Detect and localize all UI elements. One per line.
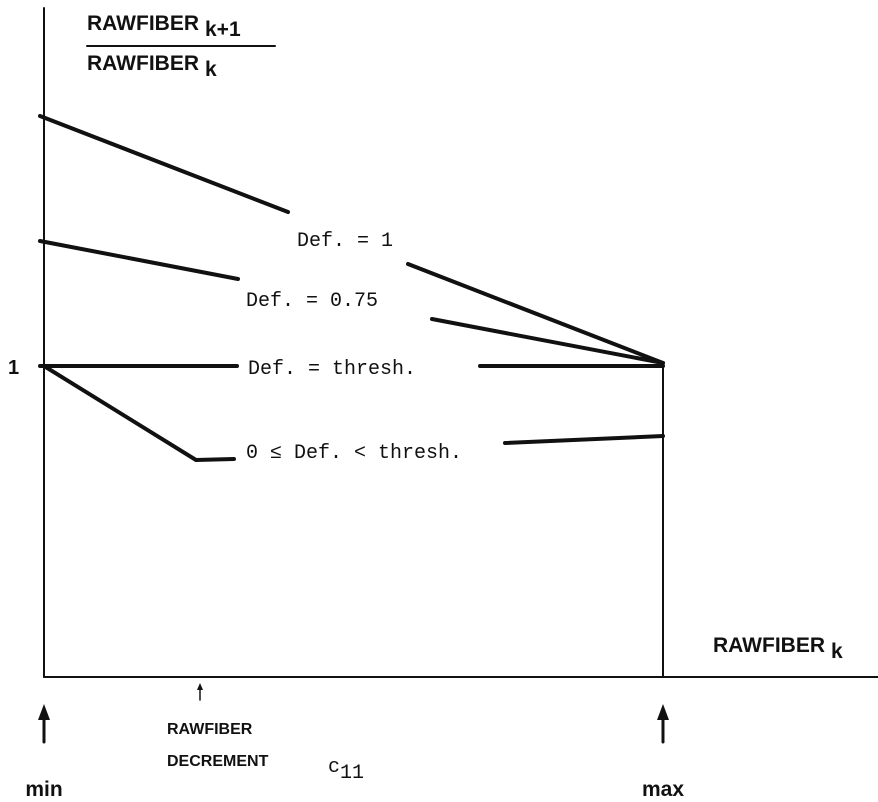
- subscript: 11: [340, 762, 364, 785]
- text: RAWFIBER: [87, 12, 199, 35]
- y-label-denominator: RAWFIBER k: [87, 52, 217, 81]
- curve: [38, 239, 240, 281]
- min-label: min: [25, 778, 62, 801]
- curve-label: Def. = 1: [297, 230, 393, 253]
- subscript: k+1: [205, 18, 241, 41]
- arrow-head: [657, 704, 669, 720]
- subscript: k: [205, 58, 217, 81]
- curve: [430, 317, 665, 365]
- curve-label: 0 ≤ Def. < thresh.: [246, 442, 462, 465]
- decrement-label: RAWFIBER: [167, 721, 253, 738]
- curve: [42, 364, 236, 462]
- curve: [503, 434, 665, 445]
- curve-label: Def. = 0.75: [246, 290, 378, 313]
- arrow-head: [38, 704, 50, 720]
- x-label: RAWFIBER k: [713, 634, 843, 663]
- decrement-symbol: c11: [328, 756, 364, 785]
- curve: [38, 114, 290, 214]
- text: RAWFIBER: [713, 634, 825, 657]
- curve: [406, 262, 665, 365]
- text: c: [328, 756, 340, 779]
- arrow-head: [197, 683, 203, 690]
- subscript: k: [831, 640, 843, 663]
- max-label: max: [642, 778, 684, 801]
- decrement-label: DECREMENT: [167, 753, 269, 770]
- y-label-numerator: RAWFIBER k+1: [87, 12, 241, 41]
- y-tick-label: 1: [8, 357, 19, 379]
- curve-label: Def. = thresh.: [248, 358, 416, 381]
- text: RAWFIBER: [87, 52, 199, 75]
